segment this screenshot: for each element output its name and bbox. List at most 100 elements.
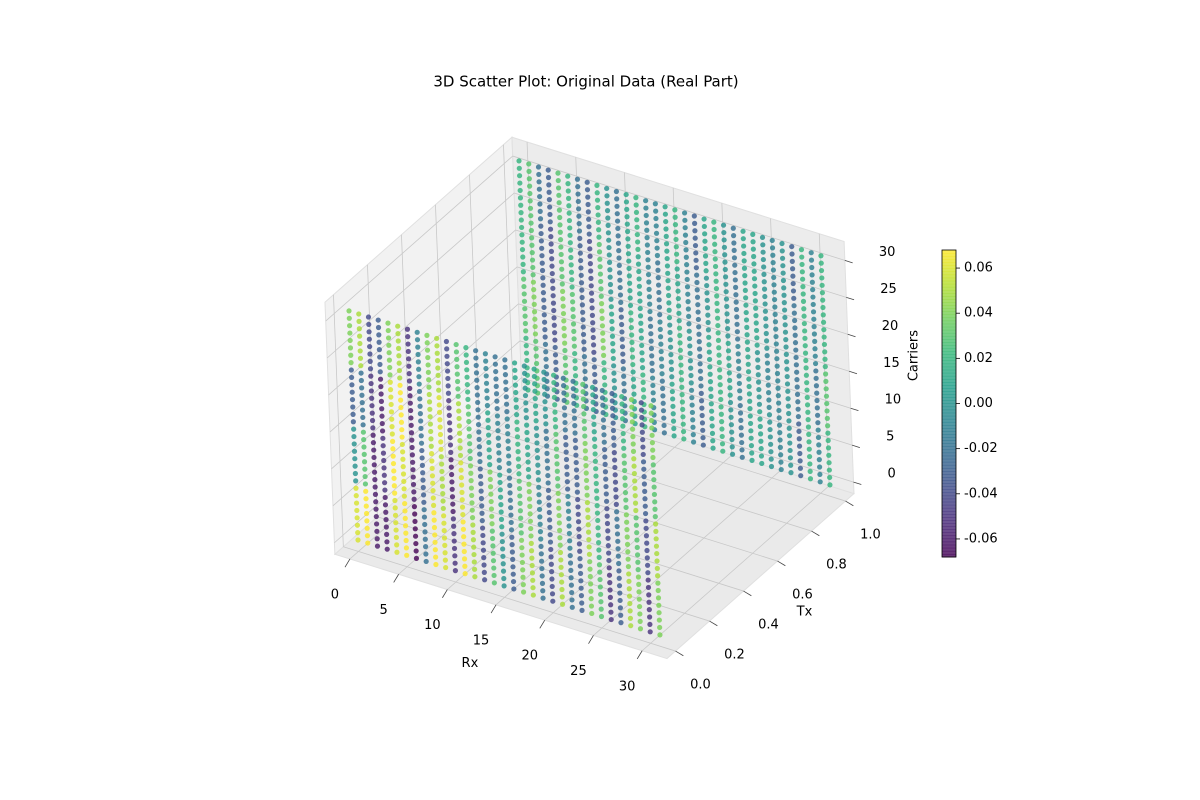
point — [490, 558, 497, 564]
point — [483, 373, 489, 379]
point — [400, 464, 406, 470]
colorbar-cell — [942, 262, 956, 266]
point — [550, 372, 557, 378]
point — [616, 255, 622, 261]
point — [648, 417, 655, 424]
point — [575, 191, 581, 197]
point — [761, 279, 767, 285]
point — [616, 262, 622, 269]
point — [443, 338, 450, 345]
point — [811, 331, 818, 337]
point — [460, 526, 466, 532]
point — [369, 410, 375, 416]
point — [524, 444, 531, 450]
point — [746, 376, 752, 382]
point — [701, 223, 707, 230]
point — [590, 320, 596, 326]
point — [575, 511, 581, 517]
point — [683, 247, 689, 253]
point — [527, 205, 534, 211]
point — [490, 535, 496, 542]
point — [527, 198, 533, 204]
point — [602, 469, 609, 475]
point — [441, 520, 447, 526]
point — [510, 564, 516, 570]
point — [581, 346, 587, 352]
point — [801, 313, 807, 319]
point — [794, 369, 800, 375]
point — [802, 328, 808, 334]
point — [469, 507, 475, 513]
point — [644, 242, 650, 248]
point — [639, 365, 646, 371]
point — [557, 549, 564, 556]
point — [430, 480, 436, 486]
point — [787, 455, 794, 461]
point — [792, 332, 798, 338]
point — [710, 445, 716, 451]
point — [650, 447, 656, 453]
point — [649, 440, 656, 446]
point — [579, 607, 585, 613]
point — [378, 384, 384, 390]
colorbar-cell — [942, 348, 956, 352]
point — [704, 282, 710, 289]
z-tick — [851, 444, 860, 448]
point — [391, 468, 397, 474]
point — [437, 424, 443, 430]
point — [430, 495, 436, 501]
point — [630, 361, 636, 368]
point — [627, 280, 633, 286]
point — [650, 462, 656, 468]
colorbar-cell — [942, 375, 956, 380]
point — [498, 509, 504, 515]
point — [690, 424, 696, 430]
point — [692, 235, 698, 241]
point — [378, 391, 384, 397]
point — [783, 351, 789, 357]
point — [803, 365, 809, 371]
point — [779, 255, 786, 261]
point — [454, 356, 460, 362]
point — [542, 341, 549, 347]
point — [655, 260, 661, 266]
point — [697, 361, 703, 367]
point — [735, 343, 741, 350]
point — [734, 321, 740, 327]
point — [655, 587, 661, 594]
point — [647, 316, 653, 322]
point — [484, 395, 490, 401]
x-tick — [442, 589, 448, 598]
colorbar-cell — [942, 480, 956, 484]
point — [522, 320, 528, 327]
point — [586, 238, 593, 245]
point — [585, 209, 591, 215]
point — [642, 510, 649, 517]
x-tick-label: 15 — [473, 633, 490, 648]
point — [557, 542, 563, 548]
point — [385, 320, 391, 326]
colorbar-cell — [942, 517, 956, 521]
point — [634, 537, 640, 543]
point — [653, 223, 659, 229]
point — [702, 231, 708, 237]
point — [605, 543, 611, 549]
point — [749, 457, 755, 463]
point — [655, 573, 661, 579]
z-axis-label: Carriers — [907, 330, 922, 381]
point — [413, 555, 420, 561]
point — [576, 526, 582, 532]
point — [558, 244, 564, 250]
point — [752, 283, 758, 289]
point — [349, 382, 355, 388]
point — [396, 367, 403, 374]
point — [742, 273, 748, 279]
point — [580, 331, 587, 338]
point — [423, 558, 429, 565]
point — [464, 367, 470, 373]
point — [637, 611, 643, 617]
point — [750, 231, 756, 237]
point — [605, 222, 611, 228]
point — [665, 292, 672, 299]
point — [391, 475, 397, 481]
